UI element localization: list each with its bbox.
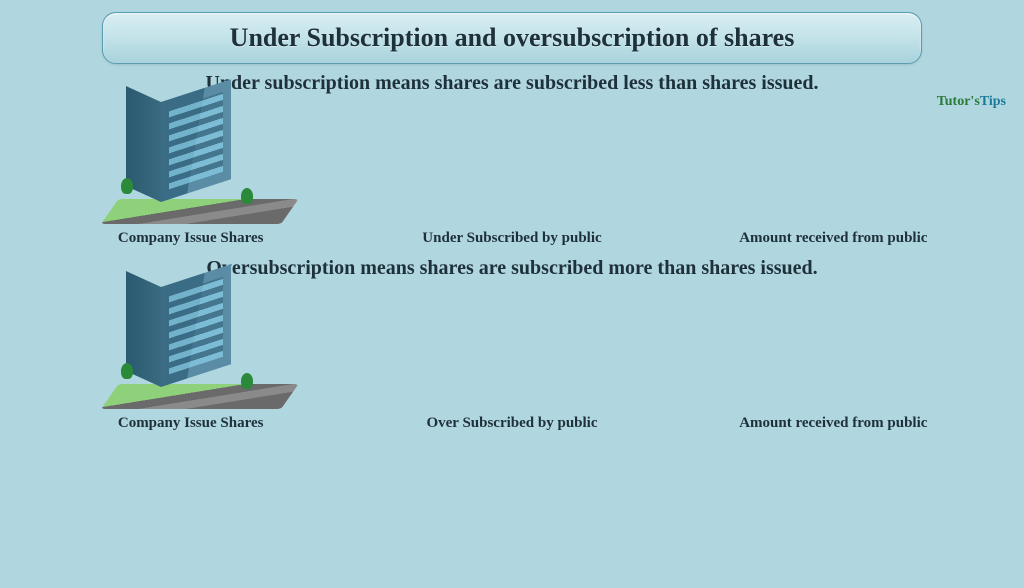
under-public-cell: Under Subscribed by public <box>351 104 672 247</box>
over-subscription-desc: Oversubscription means shares are subscr… <box>40 257 984 280</box>
logo-part-2: Tips <box>980 94 1006 109</box>
building-icon <box>101 284 281 409</box>
under-subscription-desc: Under subscription means shares are subs… <box>40 72 984 95</box>
money-bags-large-icon <box>723 289 943 409</box>
over-company-cell: Company Issue Shares <box>30 284 351 432</box>
over-cap1: Company Issue Shares <box>118 415 264 432</box>
under-company-cell: Company Issue Shares <box>30 99 351 247</box>
brand-logo: Tutor'sTips <box>937 94 1006 110</box>
under-row: Company Issue Shares Under Subscribed by… <box>0 99 1024 247</box>
building-icon <box>101 99 281 224</box>
money-bags-small-icon <box>743 114 923 224</box>
under-cap1: Company Issue Shares <box>118 230 264 247</box>
under-cap2: Under Subscribed by public <box>422 230 601 247</box>
over-public-cell: Over Subscribed by public <box>351 289 672 432</box>
page-title: Under Subscription and oversubscription … <box>133 23 891 53</box>
over-cap2: Over Subscribed by public <box>426 415 597 432</box>
under-amount-cell: Amount received from public <box>673 114 994 247</box>
crowd-small-icon <box>412 104 612 224</box>
crowd-large-icon <box>352 289 672 409</box>
over-row: Company Issue Shares Over Subscribed by … <box>0 284 1024 432</box>
logo-part-1: Tutor's <box>937 94 980 109</box>
over-cap3: Amount received from public <box>739 415 927 432</box>
title-banner: Under Subscription and oversubscription … <box>102 12 922 64</box>
under-cap3: Amount received from public <box>739 230 927 247</box>
over-amount-cell: Amount received from public <box>673 289 994 432</box>
